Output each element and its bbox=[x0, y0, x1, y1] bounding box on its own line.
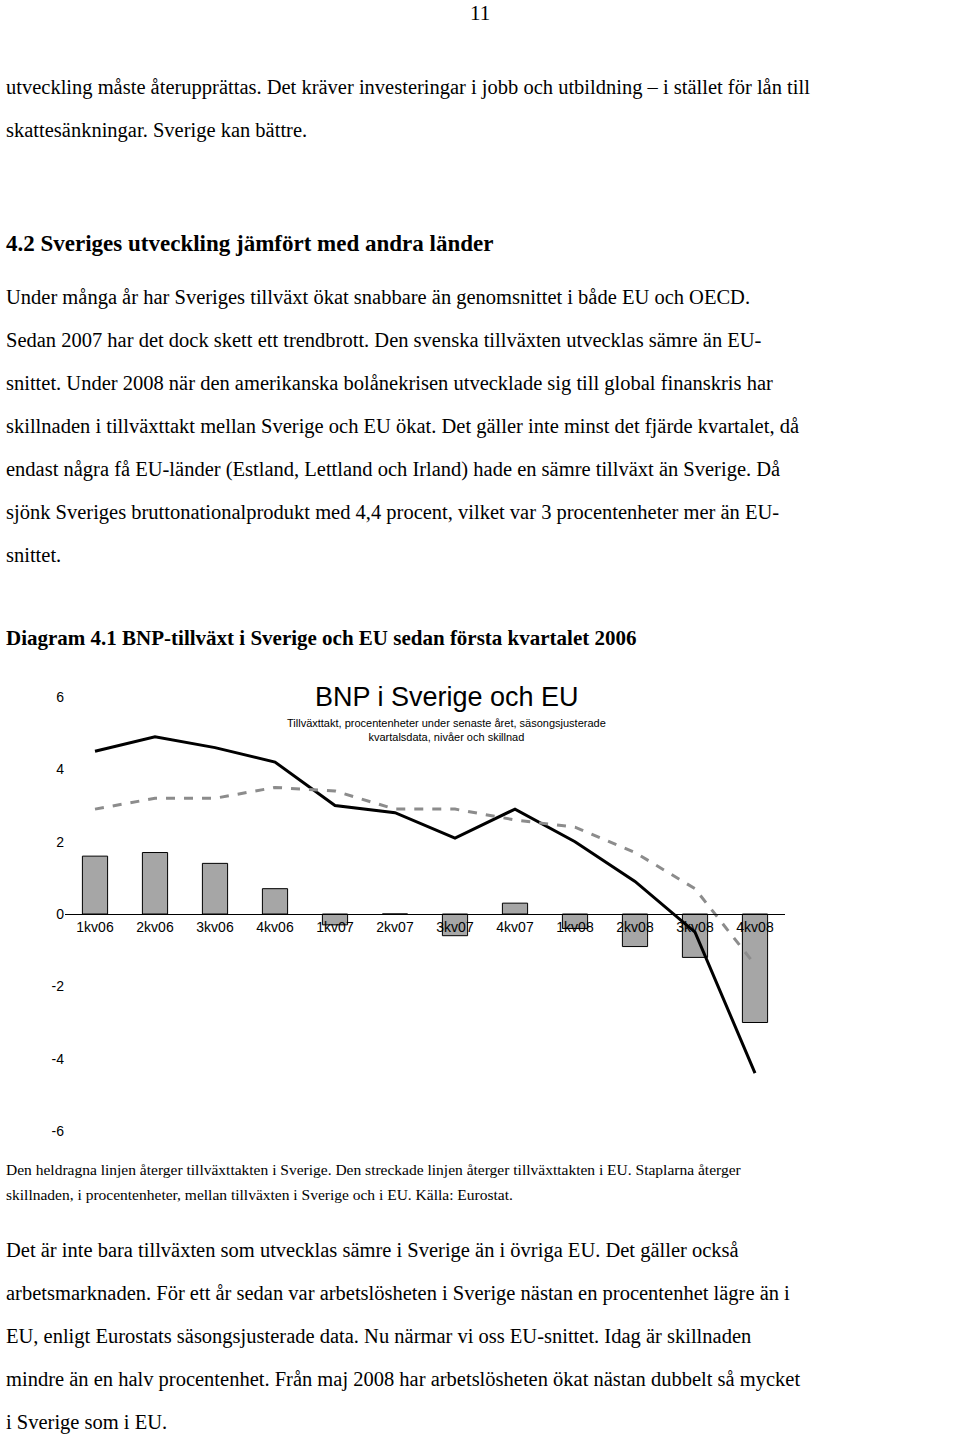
svg-text:1kv08: 1kv08 bbox=[556, 919, 594, 935]
html-text:Det är inte bara tillväxten so: Det är inte bara tillväxten som utveckla… bbox=[6, 1239, 739, 1261]
html-text:mindre än en halv procentenhet: mindre än en halv procentenhet. Från maj… bbox=[6, 1368, 801, 1390]
svg-text:0: 0 bbox=[56, 906, 64, 922]
html-text:i Sverige som i EU.: i Sverige som i EU. bbox=[6, 1411, 168, 1433]
html-text:Diagram 4.1 BNP-tillväxt i Sve: Diagram 4.1 BNP-tillväxt i Sverige och E… bbox=[6, 626, 637, 650]
svg-text:3kv07: 3kv07 bbox=[436, 919, 474, 935]
svg-text:4kv08: 4kv08 bbox=[736, 919, 774, 935]
html-text:Sedan 2007 har det dock skett: Sedan 2007 har det dock skett ett trendb… bbox=[6, 329, 762, 351]
html-text:sjönk Sveriges bruttonationalp: sjönk Sveriges bruttonationalprodukt med… bbox=[6, 501, 780, 523]
html-text:skillnaden i tillväxttakt mell: skillnaden i tillväxttakt mellan Sverige… bbox=[6, 415, 799, 437]
svg-text:Tillväxttakt, procentenheter u: Tillväxttakt, procentenheter under senas… bbox=[287, 717, 606, 743]
svg-text:2kv08: 2kv08 bbox=[616, 919, 654, 935]
html-text:snittet. Under 2008 när den am: snittet. Under 2008 när den amerikanska … bbox=[6, 372, 773, 394]
svg-text:-6: -6 bbox=[52, 1123, 65, 1139]
svg-text:3kv08: 3kv08 bbox=[676, 919, 714, 935]
html-text:endast några få EU-länder (Est: endast några få EU-länder (Estland, Lett… bbox=[6, 458, 781, 480]
html-text:skillnaden, i procentenheter,: skillnaden, i procentenheter, mellan til… bbox=[6, 1186, 513, 1203]
svg-text:2kv06: 2kv06 bbox=[136, 919, 174, 935]
svg-text:-4: -4 bbox=[52, 1051, 65, 1067]
html-text:arbetsmarknaden. För ett år se: arbetsmarknaden. För ett år sedan var ar… bbox=[6, 1282, 790, 1304]
svg-text:3kv06: 3kv06 bbox=[196, 919, 234, 935]
html-text:11: 11 bbox=[470, 1, 491, 25]
html-text:Den heldragna linjen återger t: Den heldragna linjen återger tillväxttak… bbox=[6, 1161, 741, 1178]
svg-text:4kv06: 4kv06 bbox=[256, 919, 294, 935]
html-text:snittet.: snittet. bbox=[6, 544, 62, 566]
html-text:Under många år har Sveriges ti: Under många år har Sveriges tillväxt öka… bbox=[6, 286, 750, 308]
svg-text:BNP i Sverige och EU: BNP i Sverige och EU bbox=[315, 682, 579, 712]
svg-text:1kv06: 1kv06 bbox=[76, 919, 114, 935]
svg-text:-2: -2 bbox=[52, 978, 65, 994]
html-text:skattesänkningar. Sverige kan: skattesänkningar. Sverige kan bättre. bbox=[6, 119, 308, 141]
svg-text:6: 6 bbox=[56, 689, 64, 705]
html-text:4.2 Sveriges utveckling jämför: 4.2 Sveriges utveckling jämfört med andr… bbox=[6, 231, 494, 256]
svg-text:4kv07: 4kv07 bbox=[496, 919, 534, 935]
svg-text:2kv07: 2kv07 bbox=[376, 919, 414, 935]
svg-text:1kv07: 1kv07 bbox=[316, 919, 354, 935]
svg-text:2: 2 bbox=[56, 834, 64, 850]
svg-text:4: 4 bbox=[56, 761, 64, 777]
html-text:EU, enligt Eurostats säsongsju: EU, enligt Eurostats säsongsjusterade da… bbox=[6, 1325, 752, 1347]
html-text:utveckling måste återupprättas: utveckling måste återupprättas. Det kräv… bbox=[6, 76, 810, 98]
